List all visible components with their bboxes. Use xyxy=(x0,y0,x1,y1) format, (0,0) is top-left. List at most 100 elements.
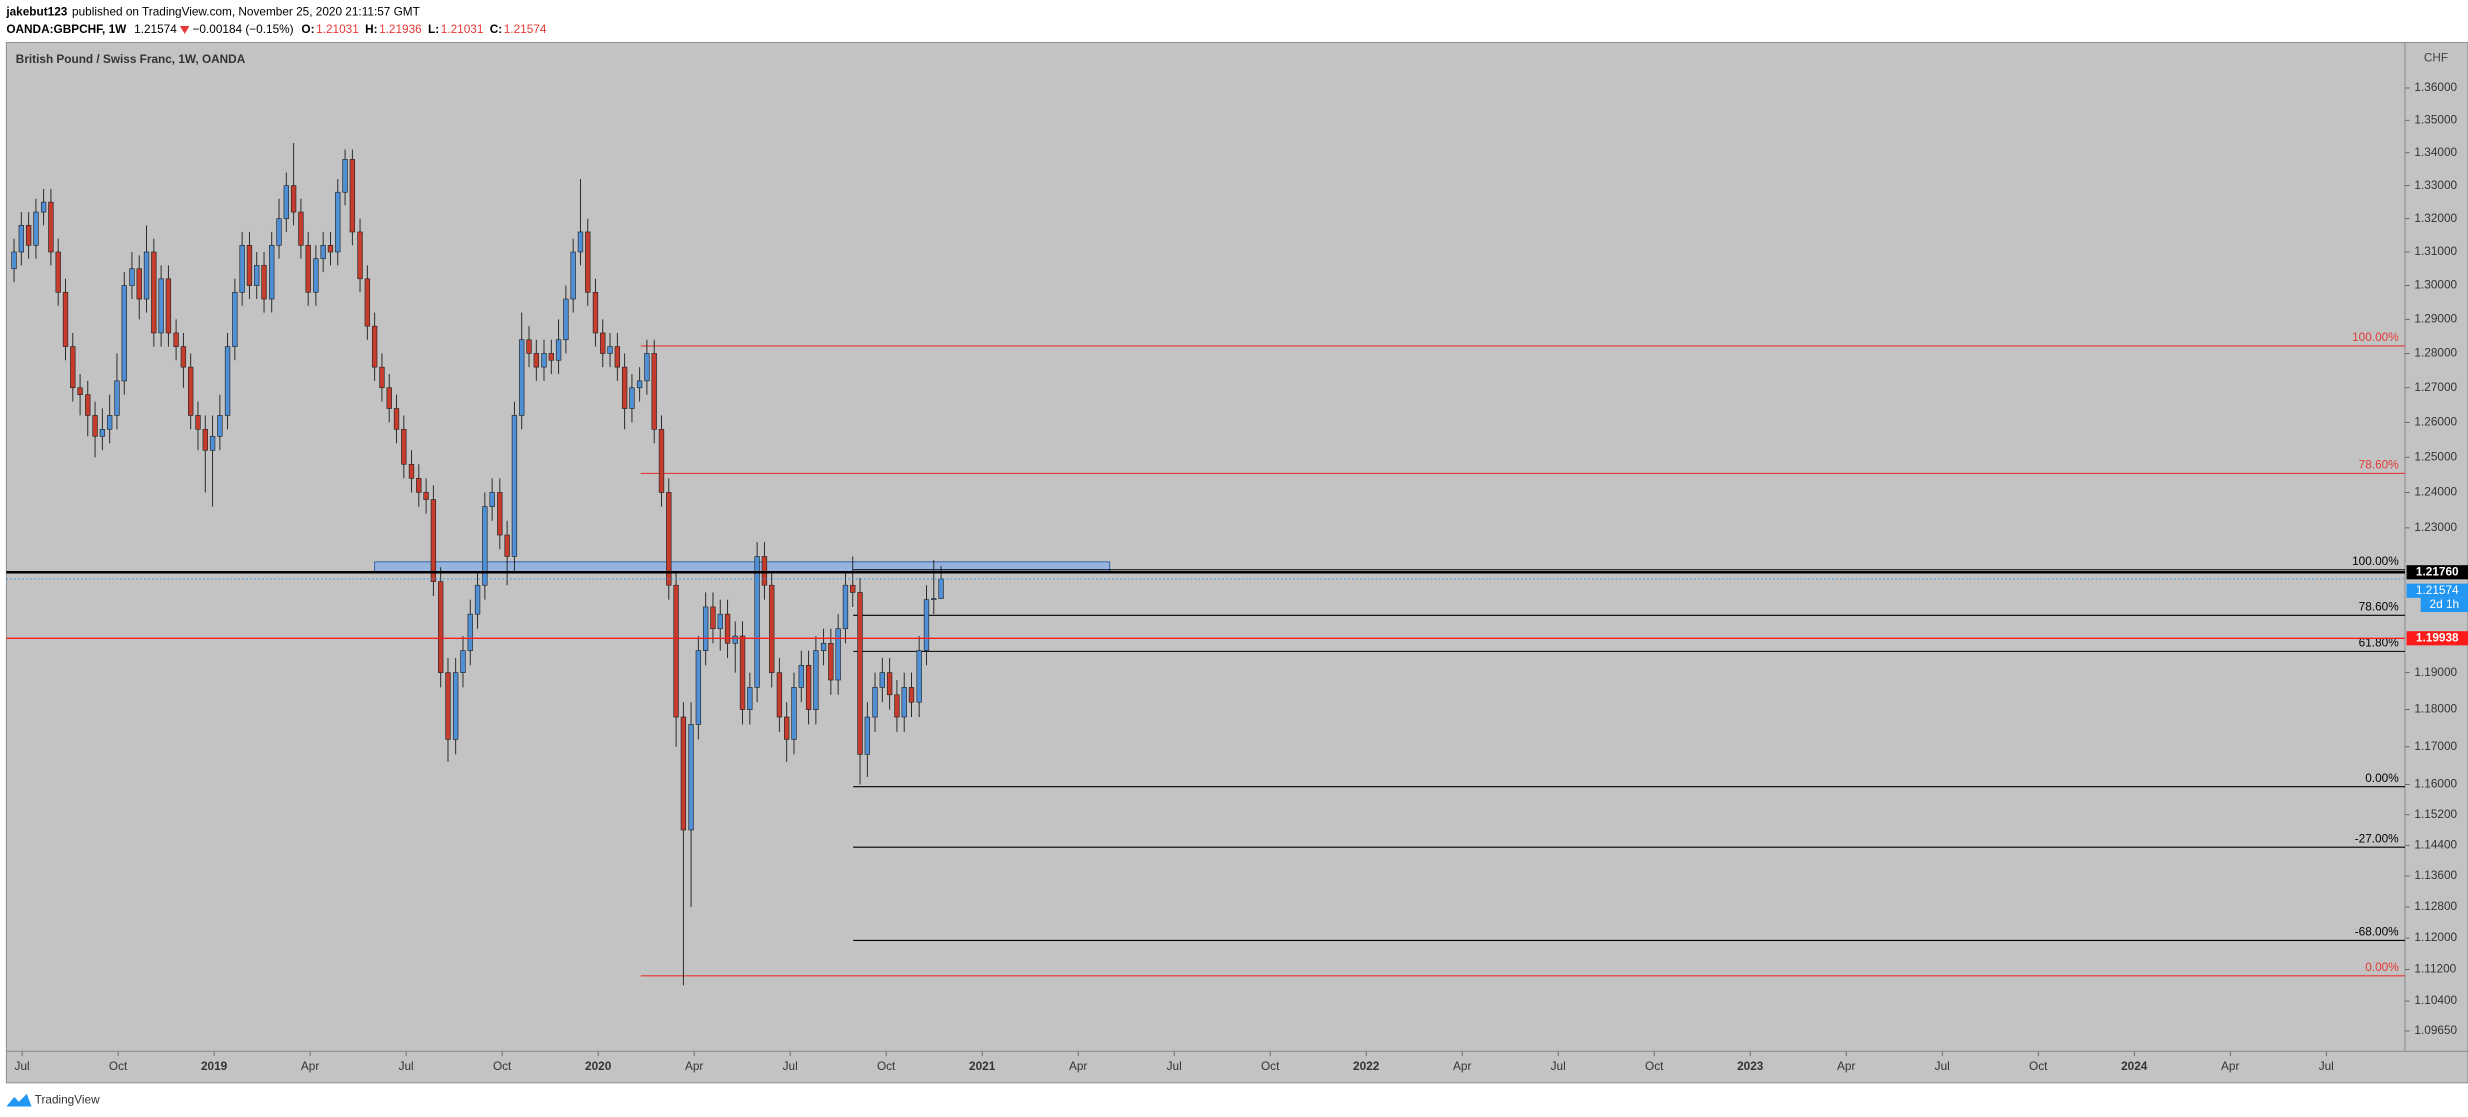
candle-body xyxy=(106,415,113,430)
candle-body xyxy=(18,225,25,253)
candle-body xyxy=(754,556,760,688)
y-tick-label: 1.09650 xyxy=(2414,1023,2457,1037)
candle-body xyxy=(732,635,738,644)
candle-body xyxy=(33,211,39,246)
y-tick-label: 1.17000 xyxy=(2414,739,2457,753)
candle-body xyxy=(209,435,216,451)
candle-body xyxy=(563,298,569,341)
y-tick-label: 1.19000 xyxy=(2414,665,2457,679)
y-tick-label: 1.28000 xyxy=(2414,346,2457,360)
header-layer: jakebut123 published on TradingView.com, … xyxy=(5,5,546,36)
candle-body xyxy=(813,650,819,710)
candle-body xyxy=(143,251,150,300)
candle-body xyxy=(761,556,768,586)
x-tick-label: 2023 xyxy=(1737,1059,1764,1073)
candle-body xyxy=(916,650,922,703)
candle-body xyxy=(261,265,267,300)
x-tick-label: 2019 xyxy=(201,1059,228,1073)
candle-body xyxy=(357,231,363,280)
candle-body xyxy=(40,201,47,213)
x-tick-label: Oct xyxy=(493,1059,512,1073)
y-tick-label: 1.16000 xyxy=(2414,777,2457,791)
candle-body xyxy=(11,251,17,270)
candle-body xyxy=(621,366,628,409)
candle-body xyxy=(555,339,562,361)
candle-body xyxy=(401,429,407,465)
candle-body xyxy=(165,278,172,334)
y-tick-label: 1.13600 xyxy=(2414,868,2457,882)
candle-body xyxy=(570,251,576,300)
candle-body xyxy=(497,492,503,536)
candle-body xyxy=(702,606,709,651)
candle-body xyxy=(349,159,356,233)
y-tick-label: 1.15200 xyxy=(2414,807,2457,821)
candle-body xyxy=(747,687,753,710)
candle-body xyxy=(379,366,385,389)
candle-body xyxy=(188,366,194,416)
candle-body xyxy=(460,650,466,673)
x-tick-label: Apr xyxy=(1069,1059,1087,1073)
x-tick-label: 2024 xyxy=(2121,1059,2148,1073)
candle-body xyxy=(600,332,606,354)
y-tick-label: 1.24000 xyxy=(2414,485,2457,499)
currency-label: CHF xyxy=(2424,50,2448,64)
candle-body xyxy=(239,244,245,293)
candle-body xyxy=(423,492,429,500)
candle-body xyxy=(173,332,179,347)
candle-body xyxy=(739,635,746,710)
candle-body xyxy=(313,258,319,293)
candle-body xyxy=(504,534,510,557)
candle-body xyxy=(901,687,907,718)
candle-body xyxy=(585,231,591,293)
countdown-label: 2d 1h xyxy=(2430,597,2460,611)
x-tick-label: 2020 xyxy=(585,1059,612,1073)
candle-body xyxy=(136,268,142,300)
ohlc-key: C: xyxy=(490,22,502,36)
fib-level-label: 0.00% xyxy=(2365,960,2399,974)
candle-body xyxy=(607,346,613,354)
candle-body xyxy=(879,672,885,688)
candle-body xyxy=(717,613,723,630)
candle-body xyxy=(784,716,790,740)
x-tick-label: Apr xyxy=(301,1059,319,1073)
candle-body xyxy=(541,353,547,368)
candle-body xyxy=(85,394,91,416)
x-tick-label: Apr xyxy=(2221,1059,2239,1073)
candle-body xyxy=(776,672,783,718)
x-tick-label: Jul xyxy=(1551,1059,1566,1073)
candle-body xyxy=(835,628,841,681)
price-label: 1.21760 xyxy=(2416,564,2459,578)
candle-body xyxy=(342,159,348,193)
candle-body xyxy=(820,643,827,651)
candle-body xyxy=(254,265,260,286)
price-label-box xyxy=(2406,631,2468,646)
fib-level-label: 100.00% xyxy=(2352,330,2399,344)
candle-body xyxy=(416,478,422,493)
candle-body xyxy=(335,191,341,253)
logo-icon xyxy=(6,1093,32,1107)
last-price-label: 1.21574 xyxy=(2416,583,2459,597)
x-tick-label: Oct xyxy=(877,1059,896,1073)
footer-brand[interactable]: TradingView xyxy=(35,1092,100,1106)
y-tick-label: 1.14400 xyxy=(2414,837,2457,851)
candle-body xyxy=(931,598,937,600)
fib-level-label: 61.80% xyxy=(2359,636,2400,650)
candle-body xyxy=(269,244,275,300)
x-tick-label: Jul xyxy=(1167,1059,1182,1073)
candle-body xyxy=(70,346,76,389)
x-tick-label: 2022 xyxy=(1353,1059,1380,1073)
candle-body xyxy=(92,415,98,437)
ohlc-key: O: xyxy=(301,22,314,36)
y-tick-label: 1.33000 xyxy=(2414,178,2457,192)
candle-body xyxy=(791,687,797,740)
candle-body xyxy=(438,581,444,673)
candle-body xyxy=(364,278,371,327)
y-tick-label: 1.12000 xyxy=(2414,930,2457,944)
published-note: published on TradingView.com, November 2… xyxy=(72,5,420,19)
candle-body xyxy=(592,291,599,334)
candle-body xyxy=(938,578,944,599)
y-tick-label: 1.29000 xyxy=(2414,311,2457,325)
candle-body xyxy=(180,346,187,368)
candle-body xyxy=(224,346,231,416)
